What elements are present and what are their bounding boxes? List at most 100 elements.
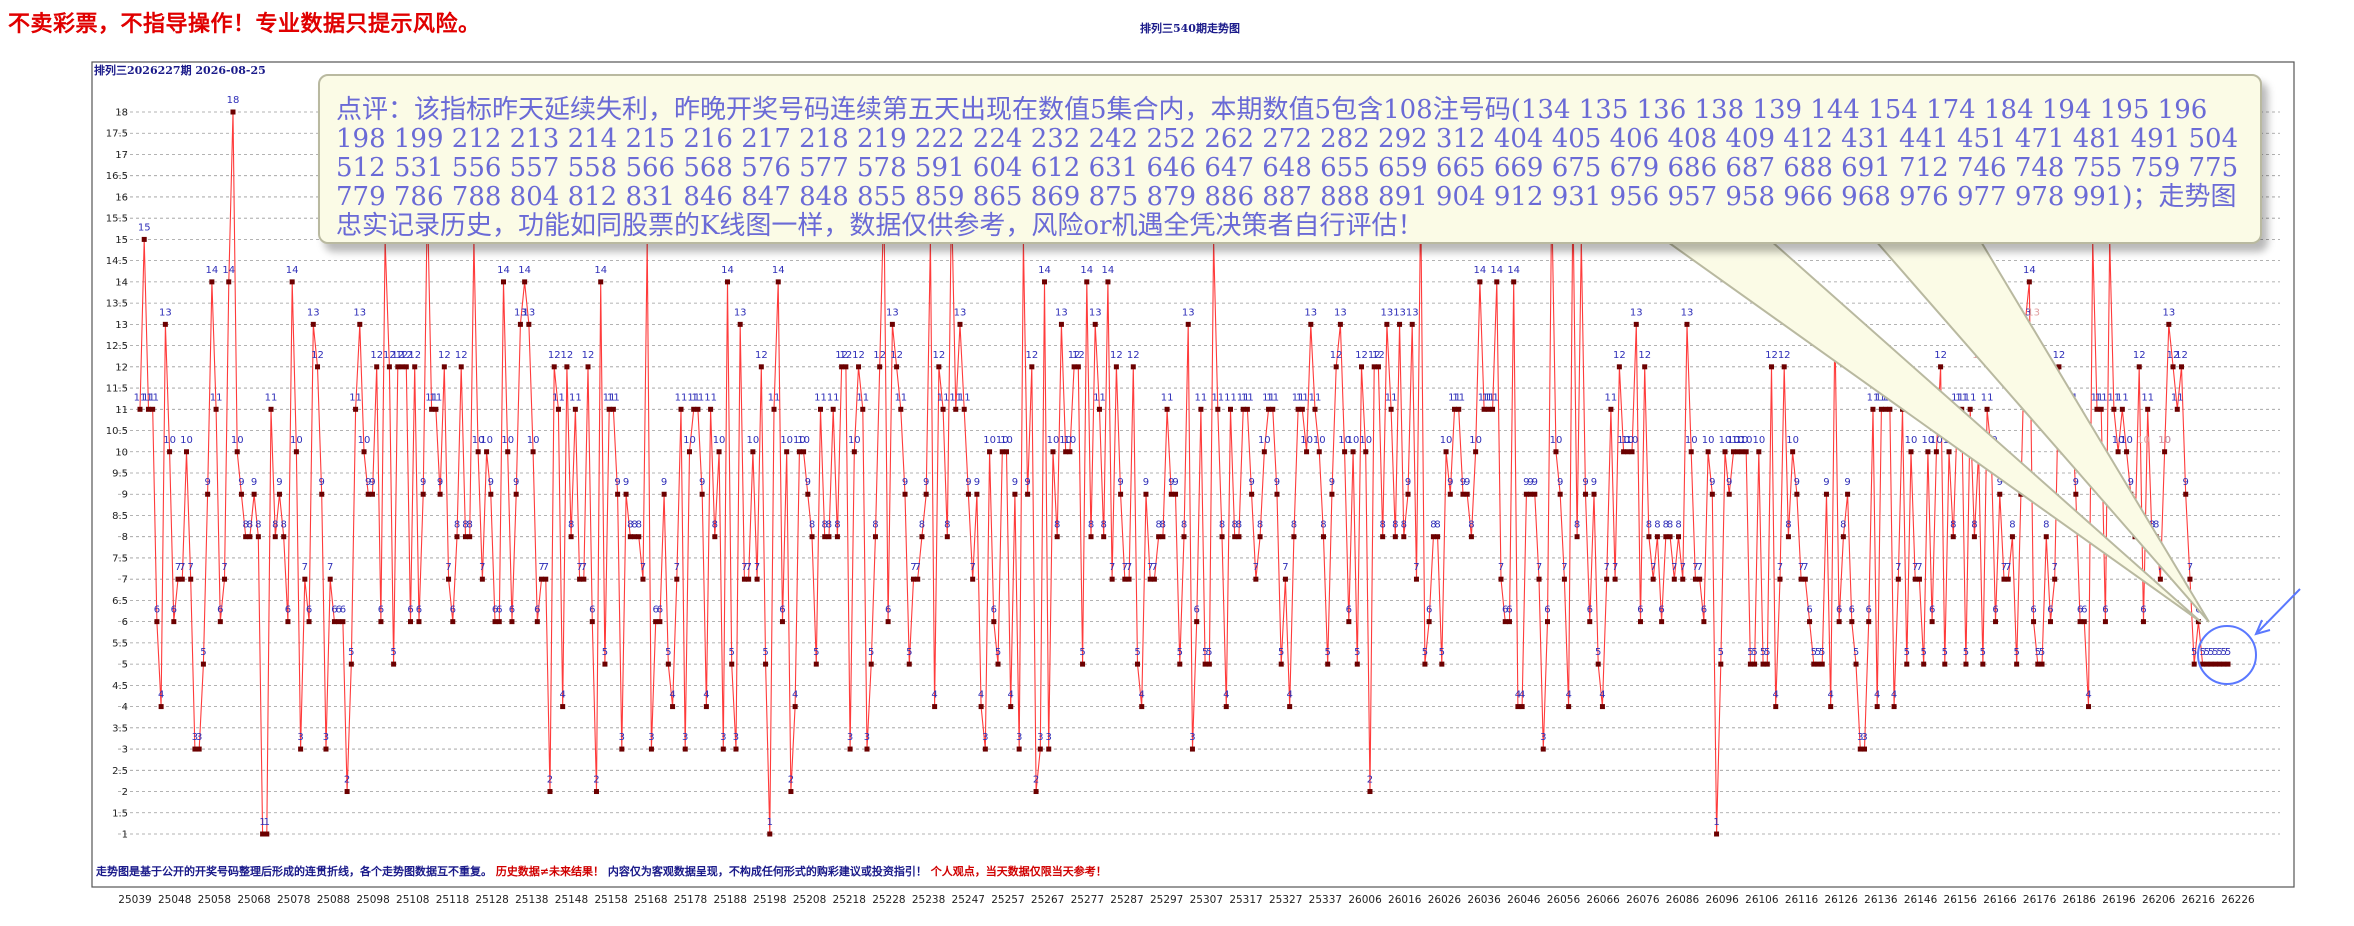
data-marker xyxy=(1435,534,1441,540)
x-tick-label: 25277 xyxy=(1071,894,1104,906)
data-marker xyxy=(1967,406,1973,412)
data-label: 8 xyxy=(281,520,287,531)
data-label: 8 xyxy=(834,520,840,531)
data-marker xyxy=(1164,406,1170,412)
data-marker xyxy=(1815,661,1821,667)
data-label: 6 xyxy=(378,605,384,616)
data-label: 3 xyxy=(682,732,688,743)
data-label: 14 xyxy=(518,265,531,276)
data-marker xyxy=(1502,619,1508,625)
data-marker xyxy=(2052,576,2058,582)
data-label: 12 xyxy=(1638,350,1651,361)
data-label: 10 xyxy=(231,435,244,446)
data-marker xyxy=(665,661,671,667)
data-label: 10 xyxy=(1702,435,1715,446)
data-label: 14 xyxy=(1507,265,1520,276)
data-marker xyxy=(374,364,380,370)
data-marker xyxy=(1494,279,1500,285)
data-label: 10 xyxy=(1727,435,1740,446)
x-tick-label: 26116 xyxy=(1785,894,1819,906)
data-marker xyxy=(708,406,714,412)
data-label: 6 xyxy=(217,605,223,616)
data-label: 12 xyxy=(561,350,574,361)
data-marker xyxy=(1173,491,1179,497)
data-marker xyxy=(1895,576,1901,582)
data-label: 7 xyxy=(1498,562,1504,573)
data-label: 7 xyxy=(581,562,587,573)
data-marker xyxy=(1333,364,1339,370)
data-marker xyxy=(1532,491,1538,497)
commentary-text: 点评：该指标昨天延续失利，昨晚开奖号码连续第五天出现在数值5集合内，本期数值5包… xyxy=(336,95,2239,241)
data-label: 10 xyxy=(1626,435,1639,446)
data-marker xyxy=(205,491,211,497)
data-marker xyxy=(327,576,333,582)
data-marker xyxy=(1477,279,1483,285)
data-label: 9 xyxy=(1527,477,1533,488)
data-marker xyxy=(792,704,798,710)
data-label: 12 xyxy=(932,350,945,361)
data-marker xyxy=(818,406,824,412)
data-label: 7 xyxy=(2052,562,2058,573)
data-marker xyxy=(1130,364,1136,370)
data-marker xyxy=(429,406,435,412)
data-marker xyxy=(784,449,790,455)
data-label: 13 xyxy=(514,307,527,318)
data-label: 13 xyxy=(1055,307,1068,318)
data-label: 11 xyxy=(1482,392,1495,403)
data-label: 9 xyxy=(1997,477,2003,488)
data-marker xyxy=(754,576,760,582)
data-label: 7 xyxy=(302,562,308,573)
data-label: 8 xyxy=(466,520,472,531)
data-label: 11 xyxy=(856,392,869,403)
data-marker xyxy=(2136,364,2142,370)
data-label: 9 xyxy=(251,477,257,488)
data-marker xyxy=(2157,576,2163,582)
data-label: 7 xyxy=(1147,562,1153,573)
data-label: 13 xyxy=(1182,307,1195,318)
data-marker xyxy=(779,619,785,625)
data-marker xyxy=(509,619,515,625)
data-marker xyxy=(1781,364,1787,370)
data-marker xyxy=(1599,704,1605,710)
data-label: 12 xyxy=(438,350,451,361)
data-label: 6 xyxy=(2081,605,2087,616)
data-label: 2 xyxy=(344,775,350,786)
data-label: 10 xyxy=(1300,435,1313,446)
data-marker xyxy=(1194,619,1200,625)
data-label: 12 xyxy=(1072,350,1085,361)
data-marker xyxy=(1714,831,1720,837)
data-marker xyxy=(1676,534,1682,540)
x-tick-label: 25108 xyxy=(396,894,429,906)
data-label: 1 xyxy=(259,817,265,828)
data-marker xyxy=(678,406,684,412)
data-marker xyxy=(2212,661,2218,667)
data-label: 5 xyxy=(2208,647,2214,658)
data-marker xyxy=(2098,406,2104,412)
data-marker xyxy=(564,364,570,370)
data-label: 7 xyxy=(1561,562,1567,573)
data-marker xyxy=(1849,619,1855,625)
data-label: 12 xyxy=(839,350,852,361)
data-label: 11 xyxy=(1452,392,1465,403)
data-marker xyxy=(1050,449,1056,455)
data-marker xyxy=(775,279,781,285)
data-label: 10 xyxy=(1064,435,1077,446)
y-tick-label: 6.5 xyxy=(112,596,128,607)
data-label: 7 xyxy=(1253,562,1259,573)
data-marker xyxy=(2200,661,2206,667)
data-label: 11 xyxy=(1955,392,1968,403)
data-marker xyxy=(391,661,397,667)
data-marker xyxy=(699,491,705,497)
data-label: 4 xyxy=(1828,690,1834,701)
data-label: 11 xyxy=(1448,392,1461,403)
data-label: 10 xyxy=(683,435,696,446)
data-label: 11 xyxy=(349,392,362,403)
data-marker xyxy=(1828,704,1834,710)
data-marker xyxy=(1946,449,1952,455)
data-label: 12 xyxy=(755,350,768,361)
data-label: 13 xyxy=(1393,307,1406,318)
data-marker xyxy=(982,746,988,752)
data-label: 3 xyxy=(297,732,303,743)
data-label: 8 xyxy=(1785,520,1791,531)
data-marker xyxy=(1845,491,1851,497)
